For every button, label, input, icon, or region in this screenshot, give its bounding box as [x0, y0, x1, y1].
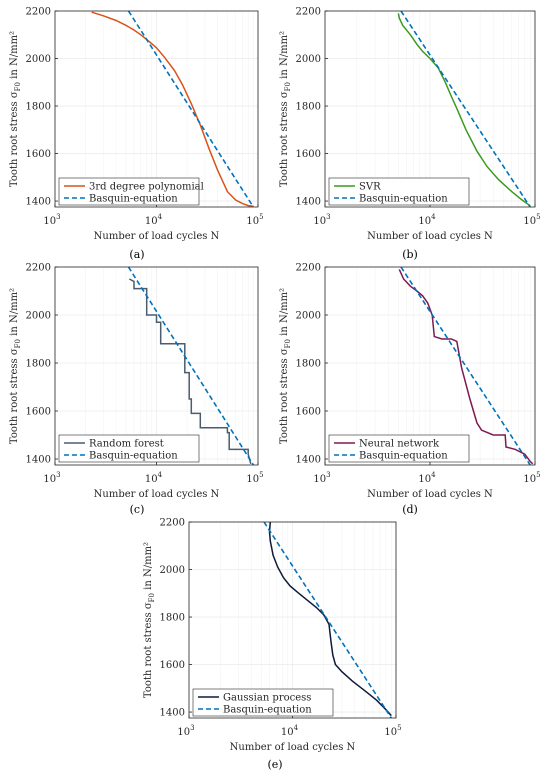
legend-entry: Neural network	[359, 439, 440, 450]
x-tick-label: 105	[523, 213, 540, 227]
y-tick-label: 1800	[26, 102, 51, 113]
x-tick-label: 105	[523, 471, 540, 485]
y-axis-label: Tooth root stress σF0 in N/mm²	[9, 288, 22, 444]
chart-panel-2: 1400 1600 1800 2000 2200 103 104 105 Number of l…	[279, 7, 541, 262]
x-tick-label: 105	[246, 213, 263, 227]
x-axis-label: Number of load cycles N	[94, 231, 220, 242]
x-tick-label: 103	[43, 471, 60, 485]
panel-caption: (a)	[129, 248, 144, 261]
basquin-series-line	[263, 522, 392, 718]
y-tick-label: 1800	[296, 102, 321, 113]
y-tick-label: 2000	[296, 54, 321, 65]
legend-entry: Basquin-equation	[89, 451, 178, 462]
y-tick-label: 1800	[26, 359, 51, 370]
y-tick-label: 1600	[160, 660, 185, 671]
plot-area	[91, 11, 255, 207]
plot-area	[263, 522, 392, 718]
model-series-line	[268, 522, 392, 717]
x-axis-label: Number of load cycles N	[367, 489, 493, 500]
y-tick-label: 1600	[296, 149, 321, 160]
y-tick-label: 2000	[26, 54, 51, 65]
x-tick-label: 105	[246, 471, 263, 485]
legend-entry: Basquin-equation	[89, 194, 178, 205]
plot-area	[397, 11, 531, 207]
chart-panel-5: 1400 1600 1800 2000 2200 103 104 105 Number of l…	[143, 518, 402, 772]
legend-entry: Basquin-equation	[223, 705, 312, 716]
y-tick-label: 2200	[160, 518, 185, 529]
y-tick-label: 1400	[296, 455, 321, 466]
legend-box	[328, 177, 470, 206]
y-tick-label: 1400	[296, 197, 321, 208]
y-axis-label: Tooth root stress σF0 in N/mm²	[279, 31, 292, 187]
x-tick-label: 103	[313, 213, 330, 227]
model-series-line	[128, 278, 252, 464]
y-tick-label: 2200	[26, 7, 51, 18]
y-tick-label: 1400	[160, 708, 185, 719]
basquin-series-line	[400, 11, 531, 207]
x-tick-label: 103	[313, 471, 330, 485]
x-tick-label: 103	[177, 724, 194, 738]
legend-box	[192, 688, 334, 717]
x-tick-label: 104	[418, 213, 436, 227]
legend-box	[58, 434, 200, 463]
basquin-series-line	[127, 11, 255, 207]
y-tick-label: 2000	[160, 565, 185, 576]
legend-entry: Random forest	[89, 439, 164, 450]
panel-caption: (e)	[267, 758, 282, 771]
x-axis-label: Number of load cycles N	[230, 742, 356, 753]
y-tick-label: 2000	[26, 311, 51, 322]
y-tick-label: 1800	[160, 613, 185, 624]
legend-box	[58, 177, 200, 206]
y-tick-label: 2200	[296, 263, 321, 274]
legend-entry: Basquin-equation	[359, 194, 448, 205]
y-tick-label: 2200	[296, 7, 321, 18]
basquin-series-line	[127, 267, 255, 465]
y-axis-label: Tooth root stress σF0 in N/mm²	[9, 31, 22, 187]
y-tick-label: 1600	[26, 149, 51, 160]
x-axis-label: Number of load cycles N	[367, 231, 493, 242]
y-tick-label: 1400	[26, 197, 51, 208]
chart-panel-4: 1400 1600 1800 2000 2200 103 104 105 Number of l…	[279, 263, 541, 517]
y-tick-label: 1400	[26, 455, 51, 466]
plot-area	[127, 267, 255, 465]
x-tick-label: 104	[281, 724, 299, 738]
x-tick-label: 104	[145, 471, 163, 485]
model-series-line	[398, 269, 534, 465]
legend-entry: Gaussian process	[223, 693, 311, 704]
model-series-line	[397, 13, 531, 207]
legend-entry: SVR	[359, 182, 381, 193]
y-axis-label: Tooth root stress σF0 in N/mm²	[279, 288, 292, 444]
y-tick-label: 1800	[296, 359, 321, 370]
y-tick-label: 2200	[26, 263, 51, 274]
x-axis-label: Number of load cycles N	[94, 489, 220, 500]
chart-panel-3: 1400 1600 1800 2000 2200 103 104 105 Number of l…	[9, 263, 264, 517]
x-tick-label: 104	[145, 213, 163, 227]
x-tick-label: 103	[43, 213, 60, 227]
x-tick-label: 104	[418, 471, 436, 485]
panel-caption: (c)	[130, 503, 145, 516]
y-tick-label: 1600	[26, 407, 51, 418]
panel-caption: (d)	[402, 503, 418, 516]
plot-area	[398, 267, 534, 465]
model-series-line	[91, 11, 254, 207]
legend-entry: 3rd degree polynomial	[89, 182, 204, 193]
x-tick-label: 105	[384, 724, 401, 738]
legend-box	[328, 434, 470, 463]
legend-entry: Basquin-equation	[359, 451, 448, 462]
panel-caption: (b)	[402, 248, 418, 261]
y-tick-label: 1600	[296, 407, 321, 418]
y-axis-label: Tooth root stress σF0 in N/mm²	[143, 542, 156, 698]
chart-panel-1: 1400 1600 1800 2000 2200 103 104 105 Number of l…	[9, 7, 264, 262]
y-tick-label: 2000	[296, 311, 321, 322]
